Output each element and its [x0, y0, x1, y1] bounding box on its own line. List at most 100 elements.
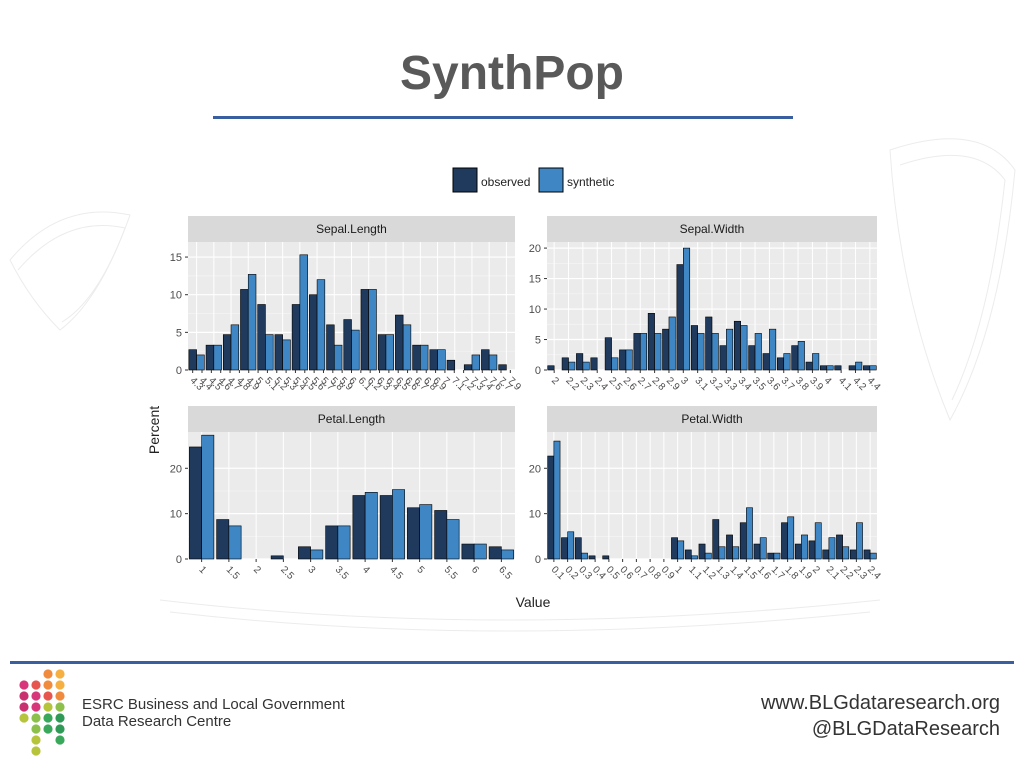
- bar-observed: [602, 555, 610, 560]
- x-tick-label: 2.2: [563, 375, 581, 393]
- logo-dot: [43, 691, 53, 701]
- logo-dot: [31, 680, 41, 690]
- x-axis-title: Value: [516, 594, 551, 610]
- bar-synthetic: [773, 552, 781, 560]
- legend-label-synthetic: synthetic: [567, 175, 614, 189]
- bar-synthetic: [351, 329, 360, 371]
- panel-background: [547, 432, 877, 559]
- logo-dot: [43, 724, 53, 734]
- bar-synthetic: [471, 354, 481, 371]
- bar-synthetic: [567, 531, 575, 560]
- bar-synthetic: [368, 289, 377, 371]
- logo-dot: [55, 735, 65, 745]
- x-tick-label: 4.2: [850, 375, 868, 393]
- bar-synthetic: [230, 324, 240, 371]
- bar-observed: [712, 519, 720, 560]
- y-tick-label: 10: [170, 509, 182, 521]
- y-axis-title: Percent: [146, 406, 162, 454]
- bar-synthetic: [310, 549, 324, 560]
- bar-synthetic: [639, 333, 648, 371]
- x-tick-label: 3.5: [333, 564, 351, 582]
- panel-petal-length: Petal.Length 0 10 20 1 1.5 2 2.5 3 3.5 4 4.5 5 5.5 6 6.…: [170, 406, 515, 582]
- twitter-handle[interactable]: @BLGDataResearch: [811, 718, 1000, 740]
- x-tick-label: 2.4: [592, 375, 610, 393]
- bar-observed: [662, 328, 670, 371]
- x-tick-label: 2.9: [664, 375, 682, 393]
- panel-strip: [188, 406, 515, 432]
- bar-synthetic: [337, 525, 351, 560]
- y-tick-label: 10: [529, 509, 541, 521]
- bar-synthetic: [746, 507, 753, 560]
- bar-synthetic: [364, 492, 378, 560]
- bar-observed: [684, 549, 692, 560]
- bar-synthetic: [718, 546, 726, 560]
- bar-observed: [748, 345, 756, 371]
- bar-observed: [429, 349, 438, 371]
- bar-synthetic: [581, 552, 588, 560]
- y-tick-label: 15: [529, 274, 541, 286]
- bar-observed: [576, 353, 584, 371]
- bar-synthetic: [826, 365, 834, 371]
- panel-sepal-length: Sepal.Length0510154.34.44.54.64.74.84.95…: [170, 216, 523, 393]
- x-tick-label: 5: [415, 564, 427, 576]
- bar-observed: [461, 543, 475, 560]
- bar-observed: [205, 344, 215, 371]
- bar-observed: [762, 353, 770, 371]
- panel-title: Sepal.Length: [316, 222, 387, 236]
- bar-observed: [309, 294, 318, 371]
- panel-title: Petal.Length: [318, 412, 385, 426]
- x-tick-label: 4.1: [836, 375, 854, 393]
- x-tick-label: 3.3: [721, 375, 739, 393]
- bar-synthetic: [611, 357, 619, 371]
- bar-observed: [698, 543, 706, 560]
- x-tick-label: 4.5: [387, 564, 405, 582]
- bar-synthetic: [769, 328, 777, 371]
- bar-synthetic: [856, 522, 863, 560]
- panel-strip: [547, 216, 877, 242]
- legend-swatch-synthetic: [538, 167, 564, 193]
- bar-synthetic: [196, 354, 205, 371]
- bar-synthetic: [759, 537, 767, 560]
- bar-synthetic: [473, 543, 487, 560]
- x-tick-label: 2.3: [578, 375, 596, 393]
- bar-observed: [863, 549, 871, 560]
- bar-observed: [343, 319, 352, 371]
- bar-synthetic: [732, 546, 740, 560]
- bar-observed: [561, 357, 569, 371]
- logo-dot: [43, 713, 53, 723]
- bar-observed: [488, 546, 502, 560]
- bar-observed: [676, 264, 684, 371]
- bar-observed: [834, 365, 842, 371]
- bar-observed: [588, 555, 596, 560]
- bar-synthetic: [801, 534, 808, 560]
- bar-observed: [463, 364, 473, 371]
- bar-observed: [379, 495, 393, 560]
- bar-synthetic: [677, 540, 685, 560]
- website-link[interactable]: www.BLGdataresearch.org: [760, 692, 1000, 714]
- bar-observed: [822, 549, 830, 560]
- bar-synthetic: [683, 247, 691, 371]
- logo-dot: [19, 702, 29, 712]
- bar-synthetic: [814, 522, 822, 560]
- bar-synthetic: [787, 516, 795, 560]
- bar-observed: [781, 522, 788, 560]
- bar-synthetic: [299, 254, 308, 371]
- bar-observed: [547, 455, 555, 560]
- bar-synthetic: [654, 333, 662, 371]
- bar-synthetic: [213, 344, 222, 371]
- bar-synthetic: [316, 279, 326, 371]
- bar-synthetic: [282, 339, 291, 371]
- x-tick-label: 3.2: [707, 375, 725, 393]
- logo-dot: [55, 713, 65, 723]
- bar-synthetic: [333, 344, 343, 371]
- bar-observed: [377, 334, 387, 371]
- y-tick-label: 0: [535, 554, 541, 566]
- x-tick-label: 2: [251, 564, 263, 576]
- bar-synthetic: [754, 333, 762, 371]
- bar-observed: [189, 446, 202, 560]
- x-tick-label: 4.4: [865, 375, 883, 393]
- x-tick-label: 3.5: [750, 375, 768, 393]
- x-tick-label: 4: [360, 564, 372, 576]
- bar-synthetic: [437, 349, 446, 371]
